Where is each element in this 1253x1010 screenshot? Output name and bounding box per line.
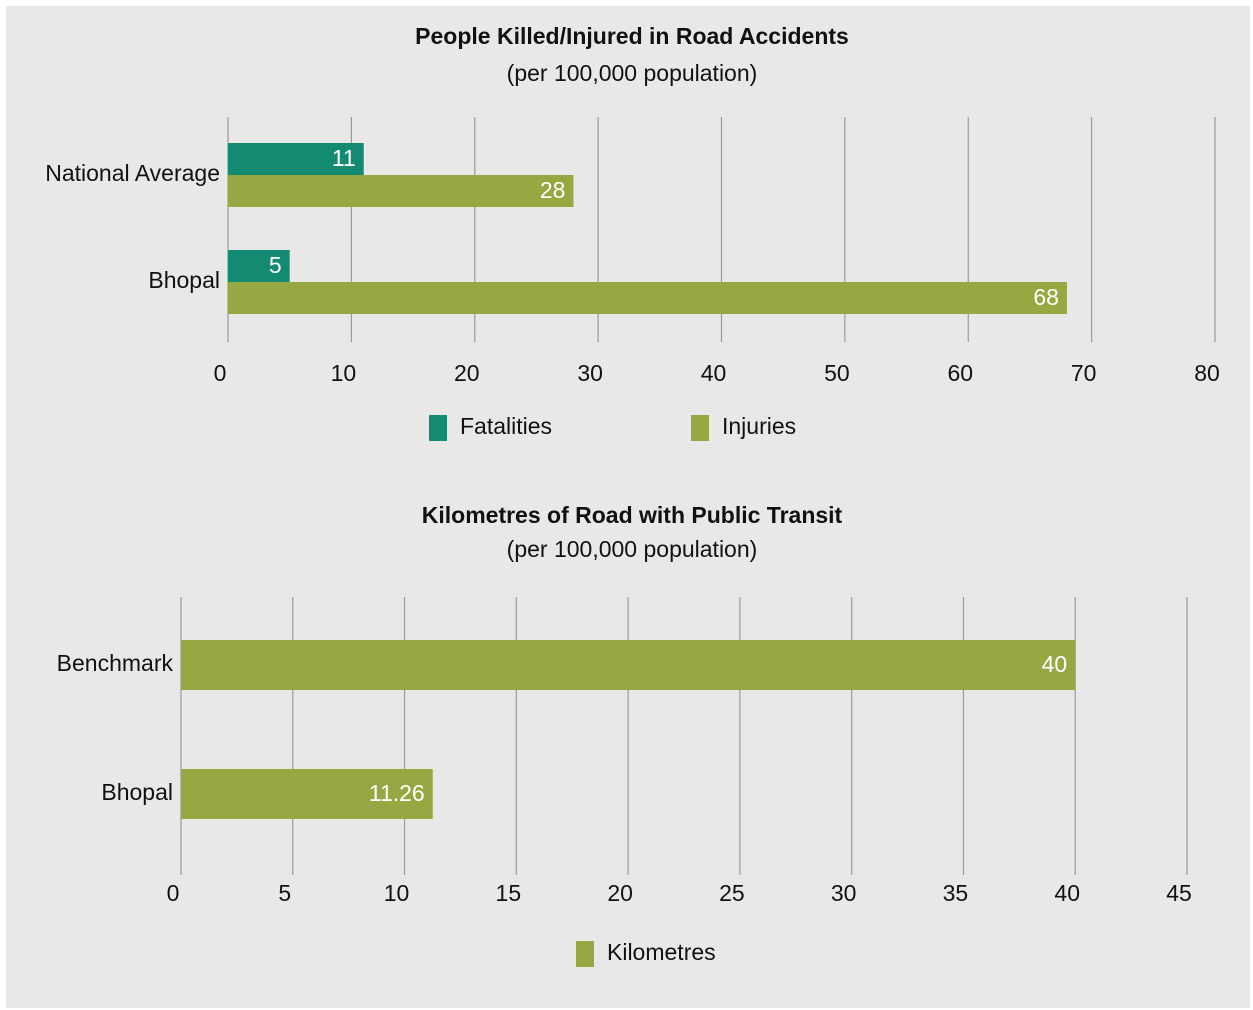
legend-label: Fatalities [460,413,552,439]
x-tick-label: 80 [1194,360,1220,386]
bar [228,282,1067,314]
x-tick-label: 40 [701,360,727,386]
value-label: 40 [1042,651,1068,677]
bar [228,250,290,282]
x-tick-label: 0 [214,360,227,386]
legend-swatch [429,415,447,441]
chart-subtitle: (per 100,000 population) [507,60,758,86]
category-label: Bhopal [148,267,220,293]
bar [228,175,574,207]
x-tick-label: 25 [719,880,745,906]
value-label: 5 [269,252,282,278]
x-tick-label: 15 [496,880,522,906]
x-tick-label: 5 [278,880,291,906]
legend-label: Injuries [722,413,796,439]
bar [181,769,433,819]
x-tick-label: 0 [167,880,180,906]
x-tick-label: 70 [1071,360,1097,386]
legend-swatch [576,941,594,967]
bar [228,143,364,175]
value-label: 28 [540,177,566,203]
category-label: Benchmark [57,650,174,676]
category-label: Bhopal [101,779,173,805]
x-tick-label: 45 [1166,880,1192,906]
x-tick-label: 35 [943,880,969,906]
x-tick-label: 20 [607,880,633,906]
category-label: National Average [45,160,220,186]
legend-label: Kilometres [607,939,716,965]
chart-title: Kilometres of Road with Public Transit [422,502,843,528]
x-tick-label: 20 [454,360,480,386]
value-label: 11.26 [369,780,425,806]
x-tick-label: 40 [1054,880,1080,906]
value-label: 11 [332,145,356,171]
x-tick-label: 10 [331,360,357,386]
value-label: 68 [1033,284,1059,310]
chart-title: People Killed/Injured in Road Accidents [415,23,849,49]
legend-swatch [691,415,709,441]
bar [181,640,1076,690]
x-tick-label: 50 [824,360,850,386]
x-tick-label: 30 [831,880,857,906]
x-tick-label: 10 [384,880,410,906]
x-tick-label: 60 [947,360,973,386]
x-tick-label: 30 [577,360,603,386]
chart-subtitle: (per 100,000 population) [507,536,758,562]
